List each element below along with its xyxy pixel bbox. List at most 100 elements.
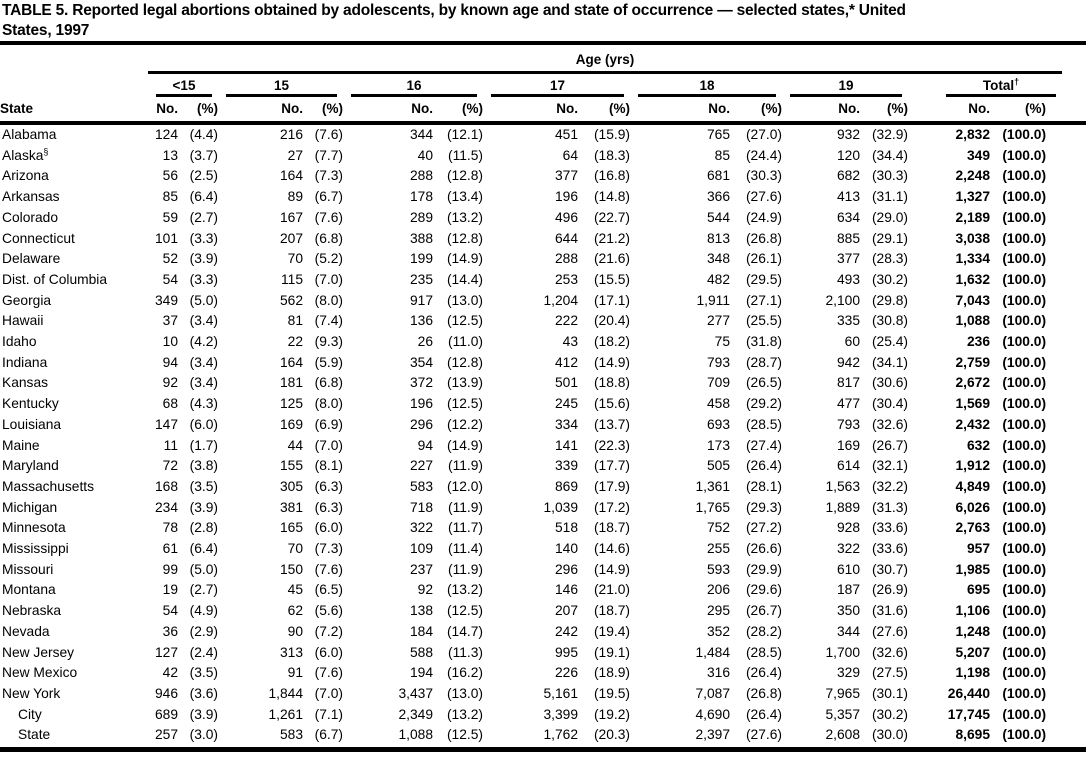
state-name-cell: Nebraska — [0, 601, 148, 622]
count-cell: 316 — [706, 665, 730, 681]
percent-cell: (100.0) — [1002, 147, 1047, 163]
count-cell: 101 — [154, 230, 178, 246]
table-row: Connecticut 101 (3.3) 207 (6.8) 388 (12.8) 644 (… — [0, 229, 1086, 250]
percent-cell: (4.9) — [189, 603, 218, 619]
count-cell: 42 — [162, 665, 178, 681]
percent-cell: (15.9) — [593, 127, 630, 142]
percent-cell: (26.6) — [745, 541, 782, 557]
percent-cell: (7.6) — [314, 561, 343, 577]
pct-subheader: (%) — [990, 97, 1086, 125]
percent-cell: (3.5) — [189, 665, 218, 681]
percent-cell: (6.9) — [314, 416, 343, 432]
percent-cell: (29.0) — [871, 209, 908, 225]
percent-cell: (6.0) — [189, 416, 218, 432]
count-cell: 1,632 — [955, 271, 990, 287]
percent-cell: (28.5) — [745, 644, 782, 660]
state-name: Idaho — [2, 334, 37, 350]
table-title: TABLE 5. Reported legal abortions obtain… — [0, 0, 1086, 40]
percent-cell: (6.0) — [314, 644, 343, 660]
count-cell: 946 — [154, 685, 178, 701]
count-cell: 1,334 — [955, 251, 990, 267]
count-cell: 695 — [966, 582, 990, 598]
state-name-cell: Massachusetts — [0, 477, 148, 498]
percent-cell: (5.6) — [314, 603, 343, 619]
percent-cell: (7.1) — [314, 706, 343, 722]
table-row: Kansas 92 (3.4) 181 (6.8) 372 (13.9) 501 (18.8) 7… — [0, 373, 1086, 394]
count-cell: 693 — [706, 416, 730, 432]
percent-cell: (13.2) — [446, 706, 483, 722]
table-row: Alaska§ 13 (3.7) 27 (7.7) 40 (11.5) 64 (18.3) 85 (… — [0, 146, 1086, 167]
percent-cell: (100.0) — [1002, 292, 1047, 308]
count-cell: 184 — [409, 623, 433, 639]
percent-cell: (28.1) — [745, 478, 782, 494]
percent-cell: (14.9) — [446, 437, 483, 453]
count-cell: 54 — [162, 603, 178, 619]
count-cell: 366 — [706, 189, 730, 205]
count-cell: 388 — [409, 230, 433, 246]
count-cell: 583 — [409, 478, 433, 494]
count-cell: 94 — [417, 437, 433, 453]
percent-cell: (6.8) — [314, 230, 343, 246]
percent-cell: (12.8) — [446, 354, 483, 370]
count-cell: 6,026 — [955, 499, 990, 515]
percent-cell: (30.6) — [871, 375, 908, 391]
percent-cell: (26.7) — [745, 603, 782, 619]
percent-cell: (100.0) — [1002, 623, 1047, 639]
age-group-label-text: 19 — [838, 78, 854, 93]
percent-cell: (25.4) — [871, 334, 908, 350]
state-name-cell: Alabama — [0, 123, 148, 146]
count-cell: 120 — [836, 147, 860, 163]
count-cell: 187 — [836, 582, 860, 598]
count-cell: 4,690 — [695, 706, 730, 722]
count-cell: 349 — [154, 292, 178, 308]
percent-cell: (33.6) — [871, 520, 908, 536]
percent-cell: (2.8) — [189, 520, 218, 536]
count-cell: 17,745 — [947, 706, 990, 722]
percent-cell: (100.0) — [1002, 334, 1047, 350]
state-name: Dist. of Columbia — [2, 271, 108, 287]
percent-cell: (28.5) — [745, 416, 782, 432]
percent-cell: (7.3) — [314, 168, 343, 184]
percent-cell: (6.4) — [189, 189, 218, 205]
table-row: New Mexico 42 (3.5) 91 (7.6) 194 (16.2) 226 (18.… — [0, 663, 1086, 684]
percent-cell: (100.0) — [1002, 230, 1047, 246]
percent-cell: (3.0) — [189, 727, 218, 743]
percent-cell: (12.8) — [446, 230, 483, 246]
percent-cell: (3.4) — [189, 354, 218, 370]
count-cell: 289 — [409, 209, 433, 225]
count-cell: 59 — [162, 209, 178, 225]
percent-cell: (12.0) — [446, 478, 483, 494]
percent-cell: (31.8) — [745, 334, 782, 350]
no-subheader: No. — [148, 97, 178, 125]
count-cell: 1,484 — [695, 644, 730, 660]
count-cell: 614 — [836, 458, 860, 474]
state-name-cell: Kansas — [0, 373, 148, 394]
count-cell: 1,985 — [955, 561, 990, 577]
table-row: City 689 (3.9) 1,261 (7.1) 2,349 (13.2) 3,399 (1… — [0, 705, 1086, 726]
state-name-cell: New Mexico — [0, 663, 148, 684]
percent-cell: (29.5) — [745, 271, 782, 287]
table-row: Indiana 94 (3.4) 164 (5.9) 354 (12.8) 412 (14.9)… — [0, 353, 1086, 374]
percent-cell: (13.9) — [446, 375, 483, 391]
state-name: Maine — [2, 437, 40, 453]
percent-cell: (30.3) — [871, 168, 908, 184]
table-row: Missouri 99 (5.0) 150 (7.6) 237 (11.9) 296 (14.9… — [0, 560, 1086, 581]
count-cell: 89 — [287, 189, 303, 205]
count-cell: 164 — [279, 354, 303, 370]
count-cell: 26 — [417, 334, 433, 350]
count-cell: 634 — [836, 209, 860, 225]
count-cell: 295 — [706, 603, 730, 619]
percent-cell: (27.6) — [871, 623, 908, 639]
percent-cell: (20.4) — [593, 313, 630, 329]
percent-cell: (100.0) — [1002, 271, 1047, 287]
count-cell: 222 — [554, 313, 578, 329]
count-cell: 995 — [554, 644, 578, 660]
count-cell: 451 — [554, 127, 578, 142]
percent-cell: (12.2) — [446, 416, 483, 432]
percent-cell: (32.2) — [871, 478, 908, 494]
spanner-spacer — [0, 45, 148, 74]
percent-cell: (24.9) — [745, 209, 782, 225]
percent-cell: (20.3) — [593, 727, 630, 743]
percent-cell: (29.6) — [745, 582, 782, 598]
percent-cell: (27.5) — [871, 665, 908, 681]
